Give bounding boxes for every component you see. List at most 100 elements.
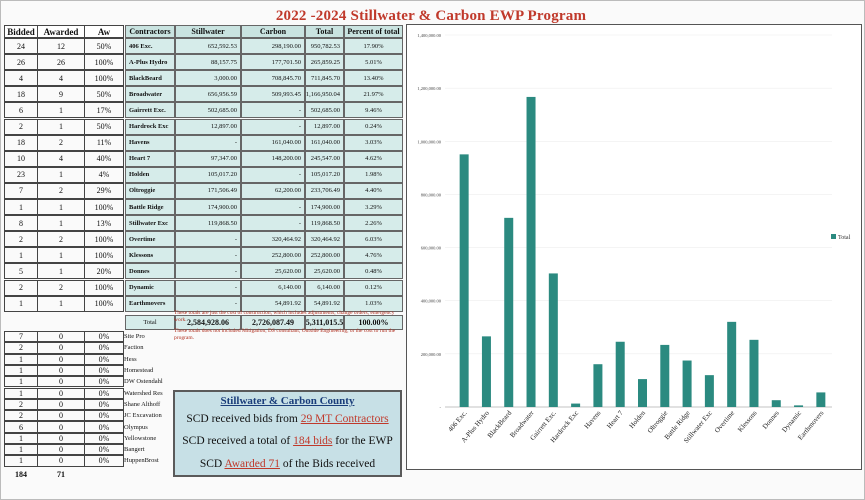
bar-overtime [727,321,737,407]
bid-cell: 10 [4,150,38,167]
lower-contractor-name: Olympus [124,423,148,431]
bid-cell: 20% [84,263,124,280]
y-tick-label: 400,000.00 [421,299,442,305]
bar-gairrett-exc- [548,273,558,407]
x-tick-label: Heart 7 [605,409,625,430]
bid-cell: 26 [37,54,85,71]
contractor-value: 950,782.53 [305,38,344,55]
bid-cell: 5 [4,263,38,280]
bid-header-0: Bidded [4,25,38,38]
contractor-value: 21.97% [344,86,403,103]
bar-earthmovers [816,392,826,407]
bid-cell: 1 [37,118,85,135]
contractor-value: 25,620.00 [241,263,305,280]
x-tick-label: Klessons [736,409,759,434]
contractor-name: Gairrett Exc. [125,102,175,119]
lower-bid-cell: 0 [37,331,85,343]
x-tick-label: Oltroggie [646,409,669,435]
lower-bid-cell: 0% [84,364,124,377]
bid-cell: 17% [84,102,124,119]
lower-bid-cell: 0% [84,376,124,388]
contractor-name: Donnes [125,263,175,280]
bid-cell: 100% [84,54,124,71]
bid-cell: 2 [37,279,85,296]
contractor-value: 9.46% [344,102,403,119]
bar-blackbeard [504,217,514,407]
lower-bid-cell: 2 [4,398,38,411]
bar-klessons [749,339,759,407]
contractor-value: - [241,118,305,135]
bid-cell: 1 [37,199,85,216]
bid-cell: 100% [84,199,124,216]
contractor-value: 12,897.00 [305,118,344,135]
contractor-value: 656,956.59 [175,86,241,103]
contractor-value: - [175,263,241,280]
contractor-value: 502,685.00 [175,102,241,119]
info-box: Stillwater & Carbon County SCD received … [173,390,402,477]
contractor-value: 148,200.00 [241,150,305,167]
bid-cell: 2 [37,182,85,199]
contractor-value: 97,347.00 [175,150,241,167]
chart-legend: Total [831,234,850,241]
bid-cell: 2 [4,118,38,135]
bid-cell: 1 [37,102,85,119]
contractor-value: - [241,166,305,183]
contractor-value: 252,800.00 [241,247,305,264]
x-tick-label: Donnes [761,409,781,431]
info-line-contractors: SCD received bids from 29 MT Contractors [186,413,389,425]
contractor-value: - [175,231,241,248]
contractor-value: 105,017.20 [305,166,344,183]
lower-contractor-name: Site Pro [124,333,145,341]
bar-holden [638,379,647,407]
contractor-name: Broadwater [125,86,175,103]
info-line-bids: SCD received a total of 184 bids for the… [182,435,393,447]
lower-bid-cell: 2 [4,342,38,354]
bid-cell: 1 [4,247,38,264]
lower-bid-cell: 0% [84,342,124,354]
contractor-value: - [241,199,305,216]
contractor-value: 0.48% [344,263,403,280]
bid-cell: 29% [84,182,124,199]
contractor-value: 174,900.00 [175,199,241,216]
lower-bid-cell: 0 [37,353,85,365]
contractor-value: - [175,134,241,151]
lower-bid-cell: 0% [84,410,124,422]
bar-oltroggie [660,344,670,407]
legend-swatch [831,234,836,239]
bid-cell: 13% [84,215,124,232]
contractor-total-1: 2,584,928.06 [175,314,241,330]
bid-cell: 100% [84,295,124,312]
bar-broadwater [526,96,536,407]
contractor-value: 298,190.00 [241,38,305,55]
contractor-value: 161,040.00 [305,134,344,151]
contractor-value: 265,859.25 [305,54,344,71]
contractor-value: 708,845.70 [241,70,305,87]
bid-cell: 50% [84,86,124,103]
bar-406-exc- [459,154,469,407]
contractor-value: 174,900.00 [305,199,344,216]
lower-bid-cell: 0 [37,444,85,456]
lower-bid-cell: 0% [84,331,124,343]
total-bidded: 184 [15,469,27,479]
contractor-value: 105,017.20 [175,166,241,183]
contractor-value: 320,464.92 [305,231,344,248]
bar-hardrock-exc [571,403,581,407]
x-tick-label: Holden [628,409,648,430]
contractor-name: Overtime [125,231,175,248]
lower-bid-cell: 0% [84,432,124,444]
y-tick-label: 200,000.00 [421,352,442,358]
lower-bid-cell: 0% [84,353,124,365]
y-tick-label: 1,400,000.00 [417,33,441,39]
bid-cell: 100% [84,70,124,87]
contractor-value: - [241,215,305,232]
bid-cell: 4 [37,150,85,167]
contractor-value: 6.03% [344,231,403,248]
contractor-value: 711,845.70 [305,70,344,87]
lower-bid-cell: 6 [4,421,38,433]
contractor-value: 509,993.45 [241,86,305,103]
lower-bid-cell: 1 [4,432,38,444]
contractor-name: Havens [125,134,175,151]
bid-cell: 7 [4,182,38,199]
bid-cell: 1 [37,247,85,264]
